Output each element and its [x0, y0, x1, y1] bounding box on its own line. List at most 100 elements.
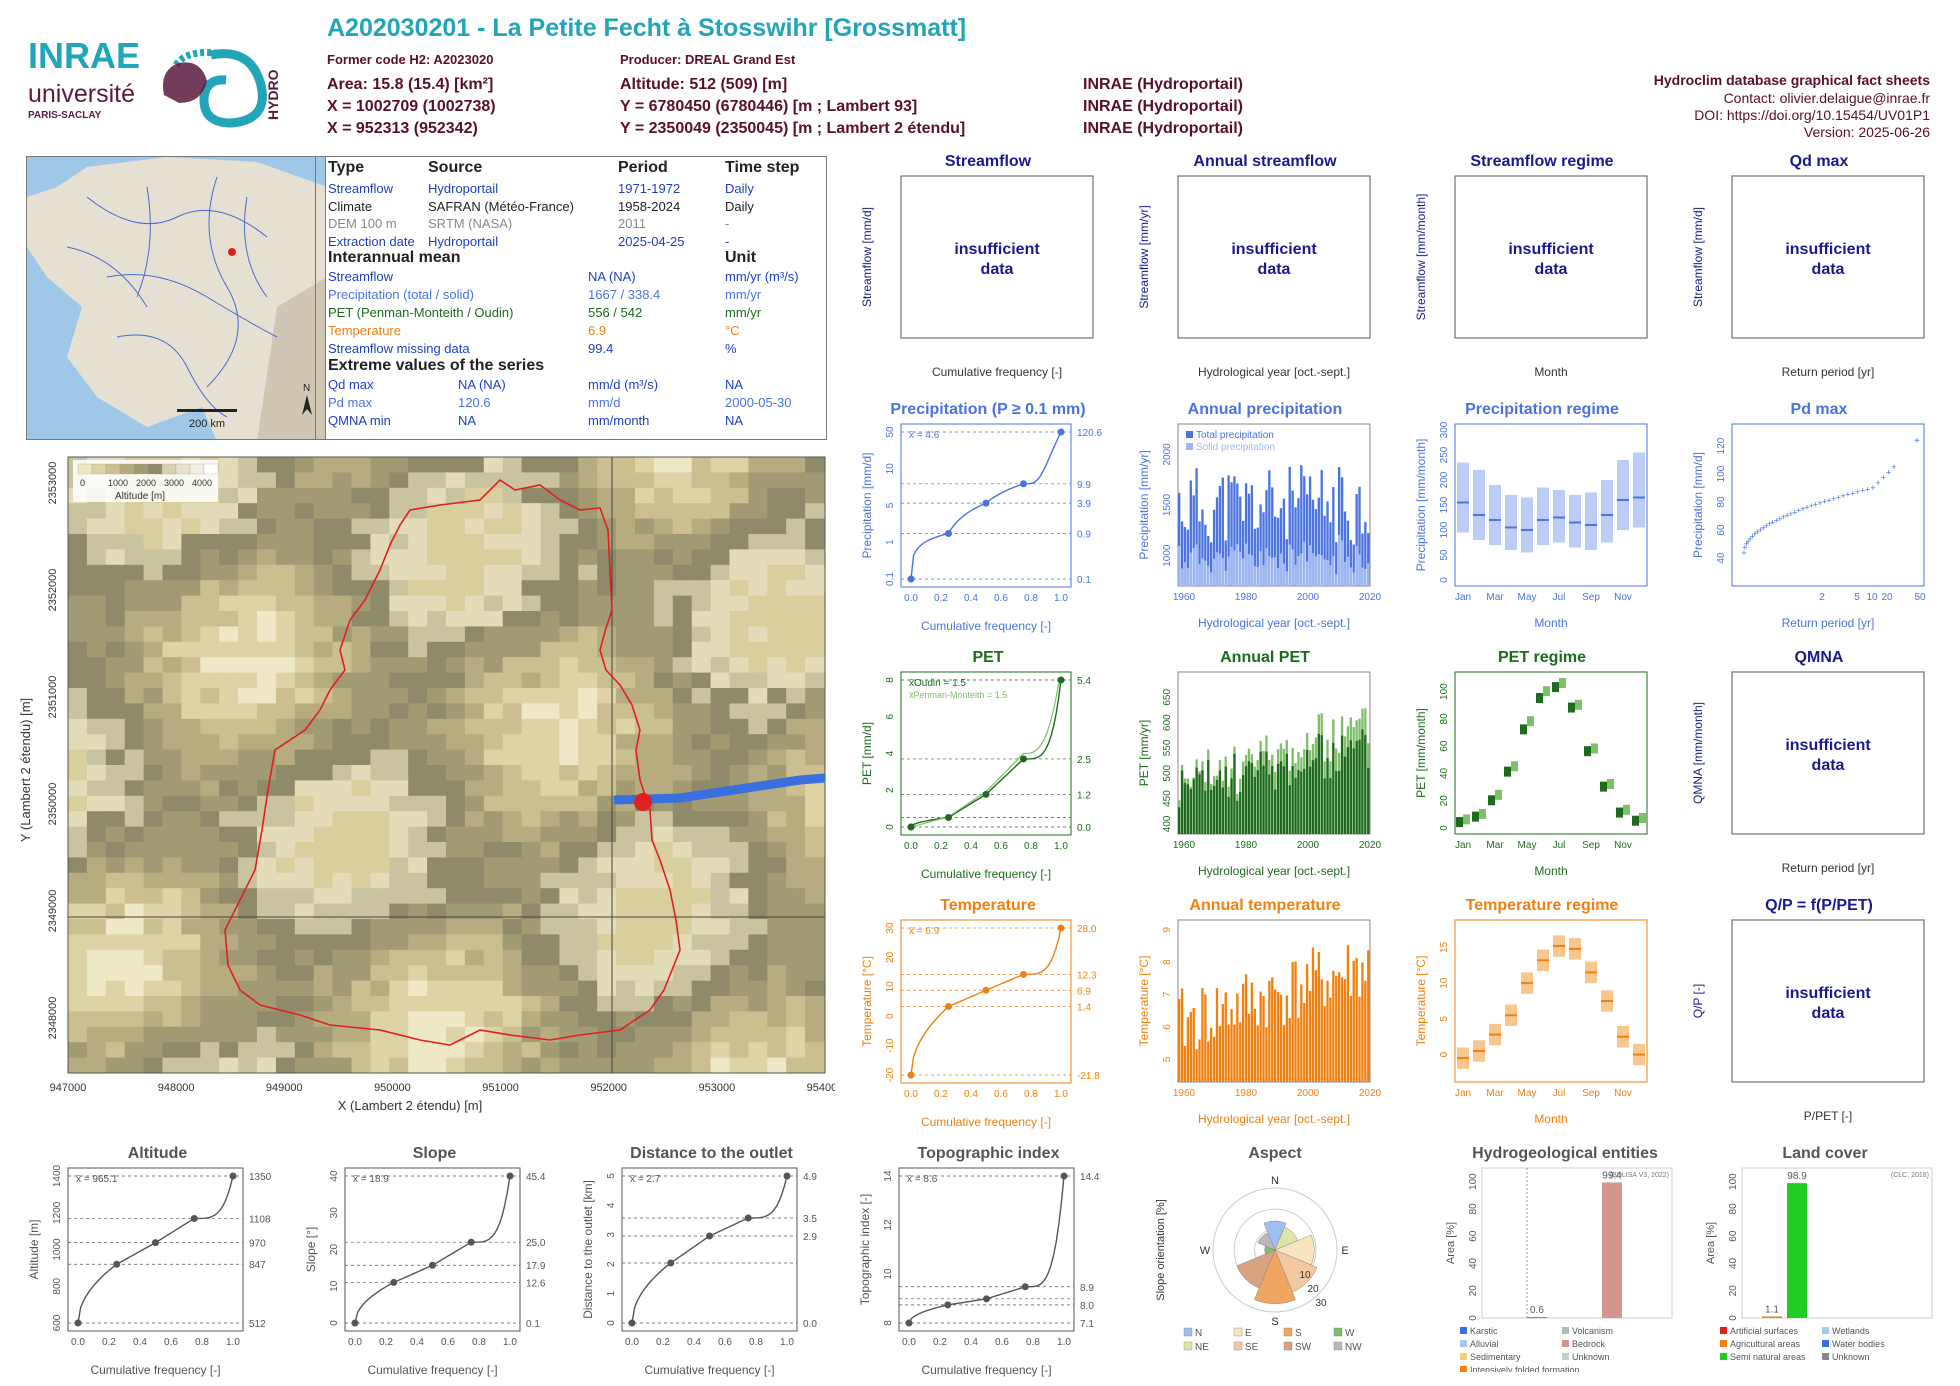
aspect-legend-label: NW	[1345, 1342, 1362, 1353]
y-tick-label: 60	[1439, 740, 1450, 752]
pd-max-point: +	[1826, 495, 1831, 505]
x-tick-label: 0.8	[1024, 593, 1038, 604]
regime-oudin-box	[1488, 795, 1495, 806]
aspect-ring-label: 20	[1307, 1284, 1319, 1295]
regime-penman-box	[1623, 804, 1630, 815]
aspect-ring-label: 10	[1299, 1270, 1311, 1281]
annual-bar	[1343, 511, 1347, 586]
annual-bar	[1274, 789, 1277, 834]
map-ylabel: Y (Lambert 2 étendu) [m]	[18, 698, 33, 842]
regime-range-box	[1537, 487, 1549, 545]
annual-bar-solid	[1268, 556, 1271, 586]
annual-bar	[1340, 477, 1344, 586]
inset-france-map: 200 km N	[26, 156, 326, 440]
x-tick-label: Jul	[1553, 592, 1566, 603]
annual-bar-solid	[1221, 558, 1224, 586]
annual-bar-solid	[1201, 557, 1204, 586]
interannual-unit: mm/yr	[725, 287, 762, 302]
altitude-legend: 0 1000 2000 3000 4000	[77, 463, 219, 488]
x-tick-label: 1960	[1173, 840, 1196, 851]
y-tick-label: 5	[1162, 1056, 1173, 1062]
annual-bar	[1227, 1024, 1230, 1082]
plot-frame	[1177, 175, 1371, 339]
quantile-point	[667, 1259, 675, 1267]
interannual-unit: °C	[725, 323, 740, 338]
annual-bar	[1247, 1013, 1251, 1082]
x-tick-label: 1.0	[1054, 1089, 1068, 1100]
annual-bar-solid	[1343, 562, 1347, 586]
y-tick-label: 1	[606, 1290, 617, 1296]
pd-max-point: +	[1758, 525, 1763, 535]
right-tick-label: -21.8	[1077, 1071, 1100, 1082]
right-tick-label: 847	[249, 1260, 266, 1271]
annual-bar	[1204, 524, 1207, 586]
annual-bar-solid	[1340, 540, 1344, 586]
x-tick-label: 0.0	[904, 593, 918, 604]
chart-title: Hydrogeological entities	[1472, 1145, 1658, 1162]
legend-total: Total precipitation	[1196, 430, 1274, 441]
annual-bar	[1233, 1024, 1236, 1082]
y-tick-label: 8	[1162, 959, 1173, 965]
quantile-point	[1021, 1283, 1029, 1291]
annual-bar	[1178, 999, 1181, 1082]
interannual-value: 556 / 542	[588, 305, 643, 320]
aspect-sector	[1263, 1220, 1287, 1251]
annual-bar	[1221, 787, 1224, 834]
pd-max-chart: Pd max + + + + + + + + + + + + + + + + + + + + + + + + + + + + + + + + + +…	[1684, 398, 1954, 633]
chart-title: Distance to the outlet	[630, 1145, 793, 1162]
annual-bar	[1221, 477, 1224, 586]
annual-bar-solid	[1207, 565, 1210, 586]
map-xtick: 951000	[482, 1082, 519, 1094]
y-tick-label: 1500	[1162, 493, 1173, 516]
pd-max-point: +	[1742, 543, 1747, 553]
annual-bar	[1335, 975, 1338, 1082]
y-tick-label: 2	[885, 787, 896, 793]
quantile-point	[907, 1071, 915, 1079]
annual-bar	[1276, 763, 1280, 834]
y-tick-label: 0	[885, 824, 896, 830]
plot-frame	[898, 1167, 1075, 1332]
quantile-point	[506, 1172, 514, 1180]
right-tick-label: 25.0	[526, 1238, 546, 1249]
chart-ylabel: Precipitation [mm/d]	[1691, 452, 1705, 558]
area-legend-label: Agricultural areas	[1730, 1339, 1801, 1349]
doi: DOI: https://doi.org/10.15454/UV01P1	[1694, 107, 1930, 123]
annual-bar	[1201, 509, 1204, 586]
annual-bar	[1349, 540, 1352, 586]
y-tick-label: 400	[1162, 815, 1173, 832]
regime-range-box	[1585, 492, 1597, 550]
area-bar	[1527, 1317, 1547, 1318]
annual-bar	[1294, 778, 1297, 834]
annual-bar	[1265, 1027, 1268, 1082]
mean-label: x̄ = 6.9	[909, 926, 940, 937]
pd-max-point: +	[1788, 509, 1793, 519]
annual-bar	[1279, 508, 1283, 586]
chart-title: Annual temperature	[1189, 897, 1340, 914]
right-tick-label: 1.4	[1077, 1003, 1091, 1014]
annual-bar	[1265, 490, 1268, 586]
chart-ylabel: Streamflow [mm/month]	[1414, 194, 1428, 321]
aspect-ring-label: 30	[1315, 1298, 1327, 1309]
quantile-point	[229, 1172, 237, 1180]
x-tick-label: 0.2	[379, 1337, 393, 1348]
qd_max-chart: Qd max insufficient data Streamflow [mm/d] R…	[1684, 150, 1954, 385]
x-tick-label: 1.0	[226, 1337, 240, 1348]
annual-bar-solid	[1355, 545, 1358, 586]
chart-title: Slope	[413, 1145, 457, 1162]
chart-ylabel: QMNA [mm/month]	[1691, 702, 1705, 804]
annual-bar	[1300, 984, 1303, 1082]
chart-xlabel: P/PET [-]	[1804, 1109, 1852, 1123]
chart-xlabel: Cumulative frequency [-]	[921, 619, 1051, 633]
annual-bar	[1207, 759, 1210, 834]
annual-bar	[1230, 1009, 1233, 1082]
map-ytick: 2350000	[47, 783, 59, 826]
unit-title: Unit	[725, 249, 757, 266]
aspect-direction: E	[1341, 1245, 1348, 1257]
chart-ylabel: Q/P [-]	[1691, 984, 1705, 1018]
info-step: -	[725, 216, 730, 231]
logo-graphic: INRAE université PARIS-SACLAY HYDRO	[28, 35, 281, 128]
interannual-unit: %	[725, 341, 737, 356]
annual-bar	[1276, 517, 1280, 586]
annual-bar	[1212, 786, 1216, 834]
extreme-label: Qd max	[328, 377, 374, 392]
